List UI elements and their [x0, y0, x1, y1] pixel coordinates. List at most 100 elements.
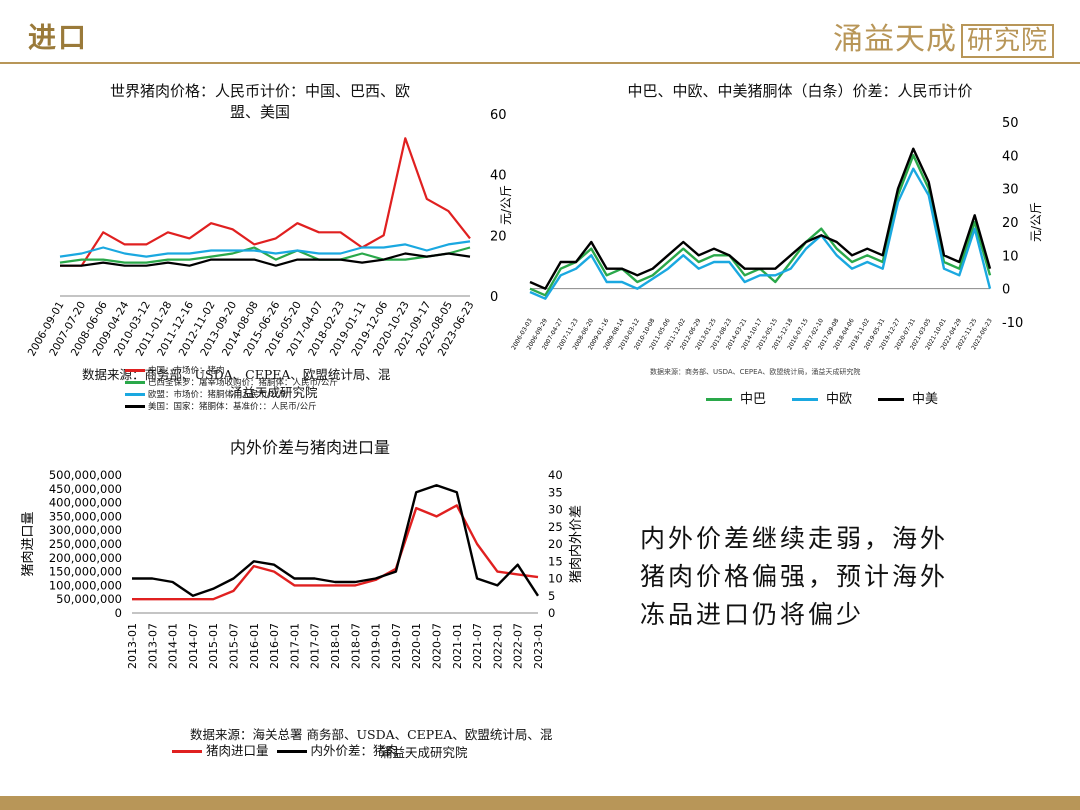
- chart3-ytick-left-label: 100,000,000: [49, 578, 122, 592]
- chart3-legend-swatch: [276, 750, 307, 753]
- chart3-xtick-label: 2019-07: [390, 623, 403, 669]
- chart3-xtick-label: 2015-07: [228, 623, 241, 669]
- chart3-y-right-label: 猪肉内外价差: [568, 505, 584, 583]
- chart1-plot: 0204060元/公斤2006-09-012007-07-202008-06-0…: [26, 108, 513, 358]
- chart2-ytick-label: -10: [1002, 316, 1023, 331]
- chart3-xtick-label: 2015-01: [207, 623, 220, 669]
- chart3-ytick-right-label: 20: [548, 537, 563, 551]
- chart3-xtick-label: 2018-01: [329, 623, 342, 669]
- chart2-legend-label: 中美: [912, 392, 939, 407]
- chart2-title: 中巴、中欧、中美猪胴体（白条）价差：人民币计价: [627, 82, 973, 100]
- chart2-legend-item: 中欧: [792, 388, 852, 407]
- chart1-ytick-label: 0: [490, 290, 498, 305]
- chart2-ytick-label: 30: [1002, 183, 1019, 198]
- chart3-xtick-label: 2013-01: [126, 623, 139, 669]
- chart3-ytick-left-label: 450,000,000: [49, 482, 122, 496]
- chart3-ytick-right-label: 25: [548, 520, 563, 534]
- brand-logo: 涌益天成 研究院: [833, 14, 1054, 58]
- chart1-legend-swatch: [125, 369, 145, 372]
- chart3-xtick-label: 2023-01: [532, 623, 545, 669]
- chart3-series-line-猪肉进口量: [132, 504, 539, 601]
- chart1-title-line2: 盟、美国: [229, 103, 290, 121]
- chart1-legend-label: 巴西圣保罗：屠宰场收购价：猪胴体：人民币/公斤: [148, 378, 338, 388]
- chart3-ytick-left-label: 300,000,000: [49, 523, 122, 537]
- chart3-xtick-label: 2016-01: [248, 623, 261, 669]
- header: 进口 涌益天成 研究院: [0, 0, 1080, 64]
- chart3-ytick-left-label: 200,000,000: [49, 551, 122, 565]
- chart1-series-line-美国: [60, 252, 471, 267]
- chart1-legend-item: 中国：市场价：猪肉: [125, 364, 445, 376]
- chart3-ytick-right-label: 5: [548, 589, 555, 603]
- chart2-legend-item: 中巴: [706, 388, 766, 407]
- chart1-legend-label: 美国：国家：猪胴体：基准价：：人民币/公斤: [148, 402, 317, 412]
- chart3-ytick-left-label: 50,000,000: [56, 592, 122, 606]
- chart1-legend-swatch: [125, 405, 145, 408]
- chart1-legend-item: 巴西圣保罗：屠宰场收购价：猪胴体：人民币/公斤: [125, 376, 445, 388]
- chart3-legend-item: 内外价差：猪肉: [276, 743, 399, 758]
- chart3-legend-swatch: [172, 750, 202, 753]
- chart3-ytick-left-label: 250,000,000: [49, 537, 122, 551]
- chart3-ytick-right-label: 35: [548, 485, 563, 499]
- chart3-xtick-label: 2020-07: [431, 623, 444, 669]
- chart2-series-line-中欧: [529, 167, 992, 300]
- chart1-ytick-label: 60: [490, 108, 507, 123]
- chart2-ytick-label: 20: [1002, 216, 1019, 231]
- chart3-legend-item: 猪肉进口量: [172, 743, 269, 758]
- chart3-source2: 涌益天成研究院: [380, 745, 468, 760]
- chart1-series-line-巴西: [59, 246, 471, 264]
- chart3-legend-label: 猪肉进口量: [206, 743, 269, 758]
- chart2-legend-swatch: [792, 398, 819, 401]
- chart2-y-axis-label: 元/公斤: [1029, 202, 1043, 242]
- chart3-xtick-label: 2021-07: [471, 623, 484, 669]
- chart3-ytick-right-label: 0: [548, 606, 555, 620]
- chart3-xtick-label: 2018-07: [349, 623, 362, 669]
- chart2-ytick-label: 0: [1002, 283, 1010, 298]
- chart2-ytick-label: 10: [1002, 249, 1019, 264]
- commentary: 内外价差继续走弱，海外 猪肉价格偏强，预计海外 冻品进口仍将偏少: [640, 520, 1000, 634]
- chart3-ytick-right-label: 15: [548, 554, 563, 568]
- commentary-line-2: 猪肉价格偏强，预计海外: [640, 562, 949, 591]
- chart1-source2: 涌益天成研究院: [230, 385, 318, 400]
- chart2-source: 数据来源：商务部、USDA、CEPEA、欧盟统计局，涌益天成研究院: [650, 368, 861, 376]
- chart3-ytick-left-label: 500,000,000: [49, 468, 122, 482]
- chart3-legend: 猪肉进口量 内外价差：猪肉: [172, 740, 406, 759]
- chart3-ytick-left-label: 150,000,000: [49, 565, 122, 579]
- chart2-legend-swatch: [878, 398, 905, 401]
- commentary-line-1: 内外价差继续走弱，海外: [640, 524, 949, 553]
- brand-name: 涌益天成: [832, 22, 957, 57]
- chart3-source: 数据来源：海关总署 商务部、USDA、CEPEA、欧盟统计局、混: [190, 727, 553, 742]
- chart3-plot: 050,000,000100,000,000150,000,000200,000…: [21, 468, 584, 669]
- page-title: 进口: [28, 21, 89, 54]
- chart2-legend-swatch: [706, 398, 732, 401]
- chart3-y-left-label: 猪肉进口量: [21, 511, 36, 576]
- chart1-ytick-label: 20: [490, 229, 507, 244]
- chart3-xtick-label: 2014-07: [187, 623, 200, 669]
- chart1-series-line-中国: [60, 137, 471, 267]
- chart2-legend-label: 中巴: [740, 392, 767, 407]
- chart2-plot: -1001020304050元/公斤2006-03-032006-09-2920…: [510, 116, 1043, 351]
- chart3-xtick-label: 2016-07: [268, 623, 281, 669]
- chart3-legend-label: 内外价差：猪肉: [310, 743, 399, 758]
- chart3-xtick-label: 2014-01: [167, 623, 180, 669]
- chart3-ytick-left-label: 0: [115, 606, 122, 620]
- chart3-series-line-内外价差: [132, 484, 540, 597]
- brand-box: 研究院: [960, 24, 1054, 58]
- chart1-legend-item: 欧盟：市场价：猪胴体：人民币/公斤: [125, 388, 445, 400]
- header-divider: [0, 62, 1080, 64]
- chart3-xtick-label: 2022-01: [491, 623, 504, 669]
- chart3-ytick-right-label: 30: [548, 503, 563, 517]
- commentary-line-3: 冻品进口仍将偏少: [640, 600, 865, 629]
- chart3-xtick-label: 2021-01: [451, 623, 464, 669]
- chart3-ytick-right-label: 10: [548, 572, 563, 586]
- chart1-legend-item: 美国：国家：猪胴体：基准价：：人民币/公斤: [125, 400, 445, 412]
- chart3-xtick-label: 2017-01: [288, 623, 301, 669]
- chart1-ytick-label: 40: [490, 169, 507, 184]
- chart1-source: 数据来源：商务部、USDA、CEPEA、欧盟统计局、混: [82, 367, 391, 382]
- chart1-series-line-欧盟: [59, 240, 471, 258]
- chart2-ytick-label: 50: [1002, 116, 1019, 131]
- chart1-legend: 中国：市场价：猪肉巴西圣保罗：屠宰场收购价：猪胴体：人民币/公斤 欧盟：市场价：猪…: [125, 364, 445, 412]
- chart3-ytick-left-label: 350,000,000: [49, 509, 122, 523]
- chart2-ytick-label: 40: [1002, 149, 1019, 164]
- chart1-legend-label: 欧盟：市场价：猪胴体：人民币/公斤: [148, 390, 287, 400]
- chart1-legend-swatch: [125, 393, 145, 396]
